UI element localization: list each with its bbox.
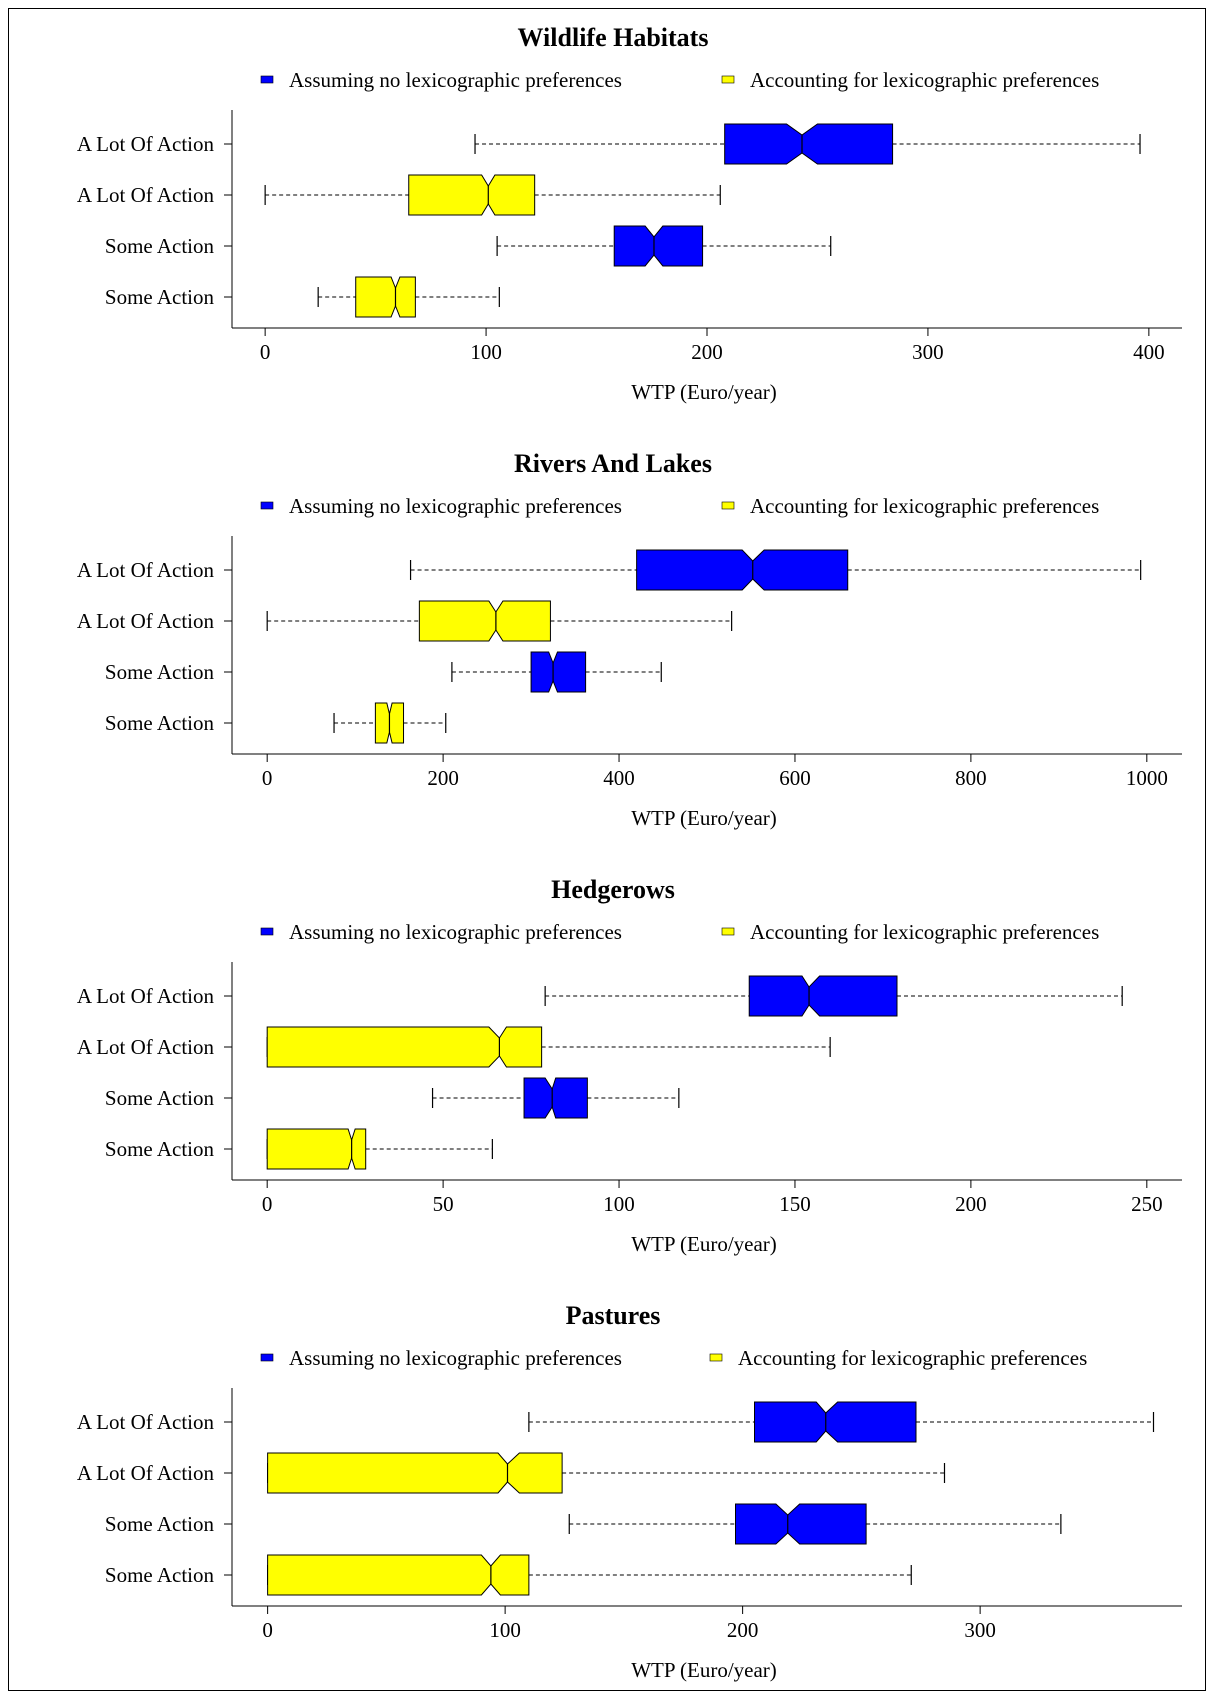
box-body xyxy=(754,1401,917,1443)
box-4 xyxy=(266,1128,493,1170)
box-4 xyxy=(267,1554,912,1596)
box-body xyxy=(418,600,551,642)
y-tick-label: A Lot Of Action xyxy=(77,609,215,633)
box-body xyxy=(748,975,898,1017)
chart-title: Pastures xyxy=(566,1301,661,1330)
box-body xyxy=(267,1554,530,1596)
chart-panel-2: Rivers And Lakes Assuming no lexicographi… xyxy=(77,449,1182,830)
legend-swatch-blue xyxy=(260,1353,274,1362)
chart-title: Wildlife Habitats xyxy=(518,23,709,52)
x-axis-label: WTP (Euro/year) xyxy=(631,1658,777,1682)
y-tick-label: Some Action xyxy=(105,711,215,735)
x-tick-label: 100 xyxy=(489,1618,521,1642)
x-axis-label: WTP (Euro/year) xyxy=(631,806,777,830)
box-3 xyxy=(568,1503,1062,1545)
x-tick-label: 0 xyxy=(260,340,271,364)
x-tick-label: 300 xyxy=(912,340,944,364)
legend-swatch-blue xyxy=(260,927,274,936)
y-tick-label: Some Action xyxy=(105,660,215,684)
y-tick-label: Some Action xyxy=(105,1137,215,1161)
box-3 xyxy=(451,651,662,693)
box-4 xyxy=(333,702,447,744)
x-tick-label: 200 xyxy=(955,1192,987,1216)
legend-label: Assuming no lexicographic preferences xyxy=(289,68,622,92)
chart-title: Rivers And Lakes xyxy=(514,449,712,478)
box-body xyxy=(636,549,849,591)
legend-label: Assuming no lexicographic preferences xyxy=(289,1346,622,1370)
box-body xyxy=(266,1026,543,1068)
x-tick-label: 200 xyxy=(691,340,723,364)
y-tick-label: A Lot Of Action xyxy=(77,183,215,207)
legend-label: Accounting for lexicographic preferences xyxy=(750,494,1099,518)
y-tick-label: A Lot Of Action xyxy=(77,984,215,1008)
x-tick-label: 800 xyxy=(955,766,987,790)
x-tick-label: 250 xyxy=(1131,1192,1163,1216)
chart-panel-4: Pastures Assuming no lexicographic prefer… xyxy=(77,1301,1182,1682)
y-tick-label: A Lot Of Action xyxy=(77,558,215,582)
box-body xyxy=(523,1077,588,1119)
legend-label: Accounting for lexicographic preferences xyxy=(738,1346,1087,1370)
legend-label: Accounting for lexicographic preferences xyxy=(750,920,1099,944)
box-2 xyxy=(266,1026,831,1068)
box-body xyxy=(266,1128,367,1170)
box-1 xyxy=(474,123,1141,165)
legend-label: Assuming no lexicographic preferences xyxy=(289,494,622,518)
box-1 xyxy=(544,975,1123,1017)
x-tick-label: 150 xyxy=(779,1192,811,1216)
box-2 xyxy=(267,1452,946,1494)
box-body xyxy=(355,276,416,318)
box-3 xyxy=(496,225,832,267)
x-axis-label: WTP (Euro/year) xyxy=(631,1232,777,1256)
y-tick-label: Some Action xyxy=(105,1512,215,1536)
box-body xyxy=(735,1503,867,1545)
x-tick-label: 0 xyxy=(262,1192,273,1216)
box-2 xyxy=(264,174,721,216)
box-body xyxy=(267,1452,563,1494)
x-tick-label: 400 xyxy=(603,766,635,790)
chart-title: Hedgerows xyxy=(551,875,675,904)
box-1 xyxy=(528,1401,1155,1443)
x-tick-label: 0 xyxy=(262,1618,273,1642)
legend-swatch-blue xyxy=(260,501,274,510)
box-1 xyxy=(409,549,1142,591)
box-3 xyxy=(431,1077,680,1119)
chart-panel-3: Hedgerows Assuming no lexicographic prefe… xyxy=(77,875,1182,1256)
box-body xyxy=(530,651,587,693)
legend-swatch-yellow xyxy=(709,1353,723,1362)
x-tick-label: 50 xyxy=(433,1192,454,1216)
x-tick-label: 1000 xyxy=(1126,766,1168,790)
x-tick-label: 100 xyxy=(470,340,502,364)
y-tick-label: Some Action xyxy=(105,1563,215,1587)
legend-swatch-yellow xyxy=(721,927,735,936)
x-tick-label: 100 xyxy=(603,1192,635,1216)
x-axis-label: WTP (Euro/year) xyxy=(631,380,777,404)
box-body xyxy=(613,225,704,267)
x-tick-label: 400 xyxy=(1133,340,1165,364)
chart-panel-1: Wildlife Habitats Assuming no lexicograph… xyxy=(77,23,1182,404)
legend-label: Accounting for lexicographic preferences xyxy=(750,68,1099,92)
legend-swatch-blue xyxy=(260,75,274,84)
y-tick-label: Some Action xyxy=(105,285,215,309)
y-tick-label: A Lot Of Action xyxy=(77,1461,215,1485)
box-4 xyxy=(317,276,500,318)
y-tick-label: A Lot Of Action xyxy=(77,132,215,156)
legend-swatch-yellow xyxy=(721,501,735,510)
y-tick-label: A Lot Of Action xyxy=(77,1410,215,1434)
x-tick-label: 600 xyxy=(779,766,811,790)
x-tick-label: 200 xyxy=(427,766,459,790)
x-tick-label: 0 xyxy=(262,766,273,790)
x-tick-label: 200 xyxy=(727,1618,759,1642)
box-body xyxy=(724,123,894,165)
y-tick-label: A Lot Of Action xyxy=(77,1035,215,1059)
figure-frame xyxy=(8,8,1206,1691)
box-2 xyxy=(266,600,733,642)
legend-swatch-yellow xyxy=(721,75,735,84)
y-tick-label: Some Action xyxy=(105,234,215,258)
y-tick-label: Some Action xyxy=(105,1086,215,1110)
box-body xyxy=(408,174,536,216)
legend-label: Assuming no lexicographic preferences xyxy=(289,920,622,944)
x-tick-label: 300 xyxy=(964,1618,996,1642)
